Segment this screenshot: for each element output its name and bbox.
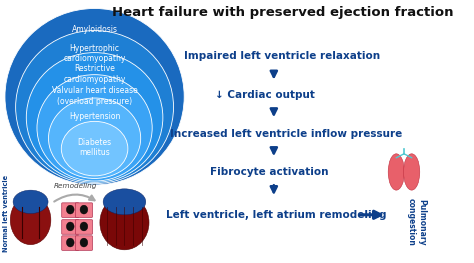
Ellipse shape (13, 190, 48, 214)
Text: Hypertension: Hypertension (69, 112, 120, 121)
Text: Restrictive
cardiomyopathy: Restrictive cardiomyopathy (64, 64, 126, 84)
Ellipse shape (80, 222, 88, 231)
FancyBboxPatch shape (62, 203, 79, 218)
Text: Diabetes
mellitus: Diabetes mellitus (78, 138, 112, 157)
Ellipse shape (100, 195, 149, 250)
Text: Increased left ventricle inflow pressure: Increased left ventricle inflow pressure (171, 129, 403, 139)
Ellipse shape (80, 238, 88, 247)
Ellipse shape (403, 154, 420, 190)
Ellipse shape (388, 154, 404, 190)
Text: Hypertrophic
cardiomyopathy: Hypertrophic cardiomyopathy (64, 43, 126, 63)
Ellipse shape (16, 31, 173, 184)
Ellipse shape (66, 205, 74, 214)
Ellipse shape (26, 53, 163, 182)
FancyBboxPatch shape (75, 220, 92, 234)
Ellipse shape (80, 205, 88, 214)
FancyBboxPatch shape (62, 220, 79, 234)
Text: Amyloidosis: Amyloidosis (72, 25, 118, 34)
Ellipse shape (66, 238, 74, 247)
Text: Impaired left ventricle relaxation: Impaired left ventricle relaxation (184, 52, 381, 62)
Ellipse shape (10, 195, 51, 245)
Text: Valvular heart disease
(overload pressure): Valvular heart disease (overload pressur… (52, 86, 137, 106)
Text: ↓ Cardiac output: ↓ Cardiac output (215, 90, 315, 100)
FancyBboxPatch shape (75, 236, 92, 250)
Ellipse shape (48, 98, 141, 179)
Text: Heart failure with preserved ejection fraction: Heart failure with preserved ejection fr… (111, 6, 453, 19)
Ellipse shape (103, 189, 146, 215)
Text: Fibrocyte activation: Fibrocyte activation (210, 167, 329, 177)
Ellipse shape (5, 8, 184, 185)
Text: Pulmonary
congestion: Pulmonary congestion (407, 198, 427, 246)
FancyBboxPatch shape (62, 236, 79, 250)
Text: Remodeling: Remodeling (54, 183, 97, 189)
Ellipse shape (61, 121, 128, 176)
Text: Normal left ventricle: Normal left ventricle (3, 175, 9, 252)
Ellipse shape (37, 75, 152, 181)
Ellipse shape (66, 222, 74, 231)
FancyBboxPatch shape (75, 203, 92, 218)
Text: Left ventricle, left atrium remodeling: Left ventricle, left atrium remodeling (166, 210, 386, 220)
